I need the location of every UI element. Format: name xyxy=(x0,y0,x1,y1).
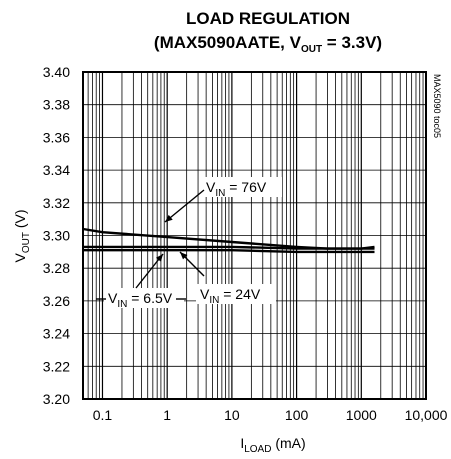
arrow-vin-6-5v-head xyxy=(156,254,163,262)
y-axis-label: VOUT (V) xyxy=(12,209,32,262)
x-tick-label: 1 xyxy=(163,407,171,423)
chart-title-line2: (MAX5090AATE, VOUT = 3.3V) xyxy=(154,33,382,55)
annotation-vin-24v-bg xyxy=(196,284,276,304)
x-tick-label: 10 xyxy=(224,407,240,423)
y-tick-label: 3.38 xyxy=(43,97,70,113)
y-tick-label: 3.28 xyxy=(43,260,70,276)
y-tick-label: 3.20 xyxy=(43,391,70,407)
y-tick-label: 3.22 xyxy=(43,358,70,374)
arrow-vin-24v-head xyxy=(180,252,188,260)
x-tick-labels: 0.1 1 10 100 1000 10,000 xyxy=(93,407,448,423)
y-tick-label: 3.24 xyxy=(43,326,70,342)
annotations-layer: VIN = 76V VIN = 24V VIN = 6.5V xyxy=(96,177,282,310)
series-line xyxy=(83,248,375,254)
y-tick-label: 3.30 xyxy=(43,228,70,244)
series-layer xyxy=(82,227,375,254)
annotation-vin-24v: VIN = 24V xyxy=(200,286,261,306)
y-tick-labels: 3.40 3.38 3.36 3.34 3.32 3.30 3.28 3.26 3.24 3.22… xyxy=(43,64,70,407)
figure-id-label: MAX5090 toc05 xyxy=(432,74,442,138)
series-line xyxy=(83,245,375,250)
y-tick-label: 3.32 xyxy=(43,195,70,211)
x-tick-label: 0.1 xyxy=(93,407,113,423)
annotation-vin-76v: VIN = 76V xyxy=(206,179,267,199)
x-tick-label: 10,000 xyxy=(405,407,448,423)
arrow-vin-76v xyxy=(164,189,205,223)
annotation-vin-6-5v-bg xyxy=(104,288,184,308)
annotation-vin-76v-bg xyxy=(202,177,282,197)
annotation-vin-6-5v: VIN = 6.5V xyxy=(108,290,173,310)
y-tick-label: 3.26 xyxy=(43,293,70,309)
y-tick-label: 3.34 xyxy=(43,162,70,178)
plot-frame xyxy=(82,71,427,400)
grid xyxy=(83,71,426,400)
y-tick-label: 3.36 xyxy=(43,129,70,145)
x-tick-label: 1000 xyxy=(346,407,377,423)
x-tick-label: 100 xyxy=(285,407,309,423)
y-tick-label: 3.40 xyxy=(43,64,70,80)
chart-title-line1: LOAD REGULATION xyxy=(186,9,350,28)
x-axis-label: ILOAD (mA) xyxy=(240,435,305,455)
arrow-vin-76v-head xyxy=(165,214,173,222)
